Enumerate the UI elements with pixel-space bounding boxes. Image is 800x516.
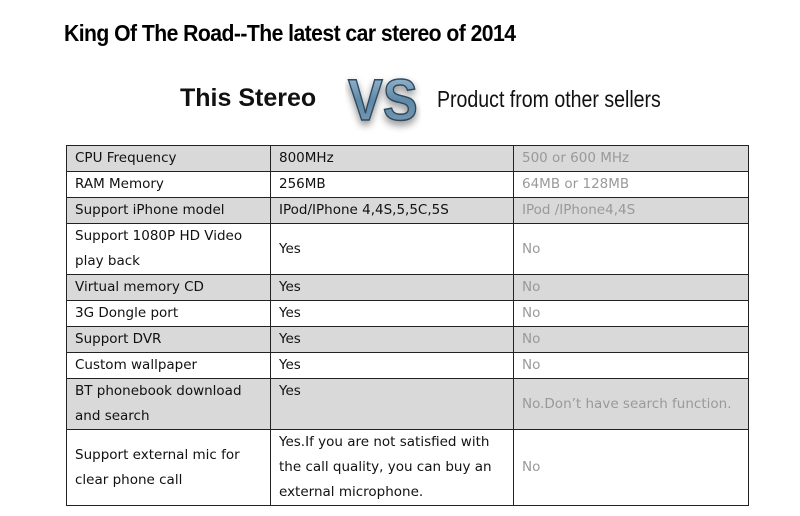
feature-cell: Support external mic for clear phone cal… [66, 429, 271, 506]
feature-cell: Custom wallpaper [66, 352, 271, 379]
this-stereo-cell: Yes [270, 352, 514, 379]
other-seller-cell: 500 or 600 MHz [513, 145, 749, 172]
feature-cell: BT phonebook download and search [66, 378, 271, 430]
this-stereo-cell: Yes [270, 223, 514, 275]
this-stereo-cell: 256MB [270, 171, 514, 198]
vs-logo: VS [347, 67, 418, 134]
this-stereo-cell: IPod/IPhone 4,4S,5,5C,5S [270, 197, 514, 224]
table-row: CPU Frequency 800MHz 500 or 600 MHz [66, 145, 749, 172]
table-row: Virtual memory CD Yes No [66, 274, 749, 301]
page-title: King Of The Road--The latest car stereo … [64, 20, 516, 46]
table-row: RAM Memory 256MB 64MB or 128MB [66, 171, 749, 198]
table-row: Custom wallpaper Yes No [66, 352, 749, 379]
feature-cell: Support iPhone model [66, 197, 271, 224]
table-row: Support DVR Yes No [66, 326, 749, 353]
other-sellers-heading: Product from other sellers [437, 86, 661, 112]
other-seller-cell: No [513, 300, 749, 327]
this-stereo-heading: This Stereo [180, 84, 317, 112]
table-row: Support external mic for clear phone cal… [66, 429, 749, 506]
other-seller-cell: No [513, 429, 749, 506]
other-seller-cell: IPod /IPhone4,4S [513, 197, 749, 224]
other-seller-cell: No [513, 223, 749, 275]
feature-cell: Support 1080P HD Video play back [66, 223, 271, 275]
table-row: Support 1080P HD Video play back Yes No [66, 223, 749, 275]
feature-cell: Virtual memory CD [66, 274, 271, 301]
this-stereo-cell: 800MHz [270, 145, 514, 172]
this-stereo-cell: Yes [270, 378, 514, 430]
other-seller-cell: No [513, 352, 749, 379]
this-stereo-cell: Yes [270, 326, 514, 353]
table-row: 3G Dongle port Yes No [66, 300, 749, 327]
feature-cell: Support DVR [66, 326, 271, 353]
feature-cell: RAM Memory [66, 171, 271, 198]
feature-cell: 3G Dongle port [66, 300, 271, 327]
other-seller-cell: No [513, 274, 749, 301]
this-stereo-cell: Yes.If you are not satisfied with the ca… [270, 429, 514, 506]
table-row: BT phonebook download and search Yes No.Do… [66, 378, 749, 430]
feature-cell: CPU Frequency [66, 145, 271, 172]
other-seller-cell: 64MB or 128MB [513, 171, 749, 198]
this-stereo-cell: Yes [270, 300, 514, 327]
vs-logo-text: VS [348, 67, 418, 132]
table-row: Support iPhone model IPod/IPhone 4,4S,5,5… [66, 197, 749, 224]
comparison-table: CPU Frequency 800MHz 500 or 600 MHz RAM Me… [66, 145, 749, 506]
this-stereo-cell: Yes [270, 274, 514, 301]
other-seller-cell: No.Don’t have search function. [513, 378, 749, 430]
other-seller-cell: No [513, 326, 749, 353]
